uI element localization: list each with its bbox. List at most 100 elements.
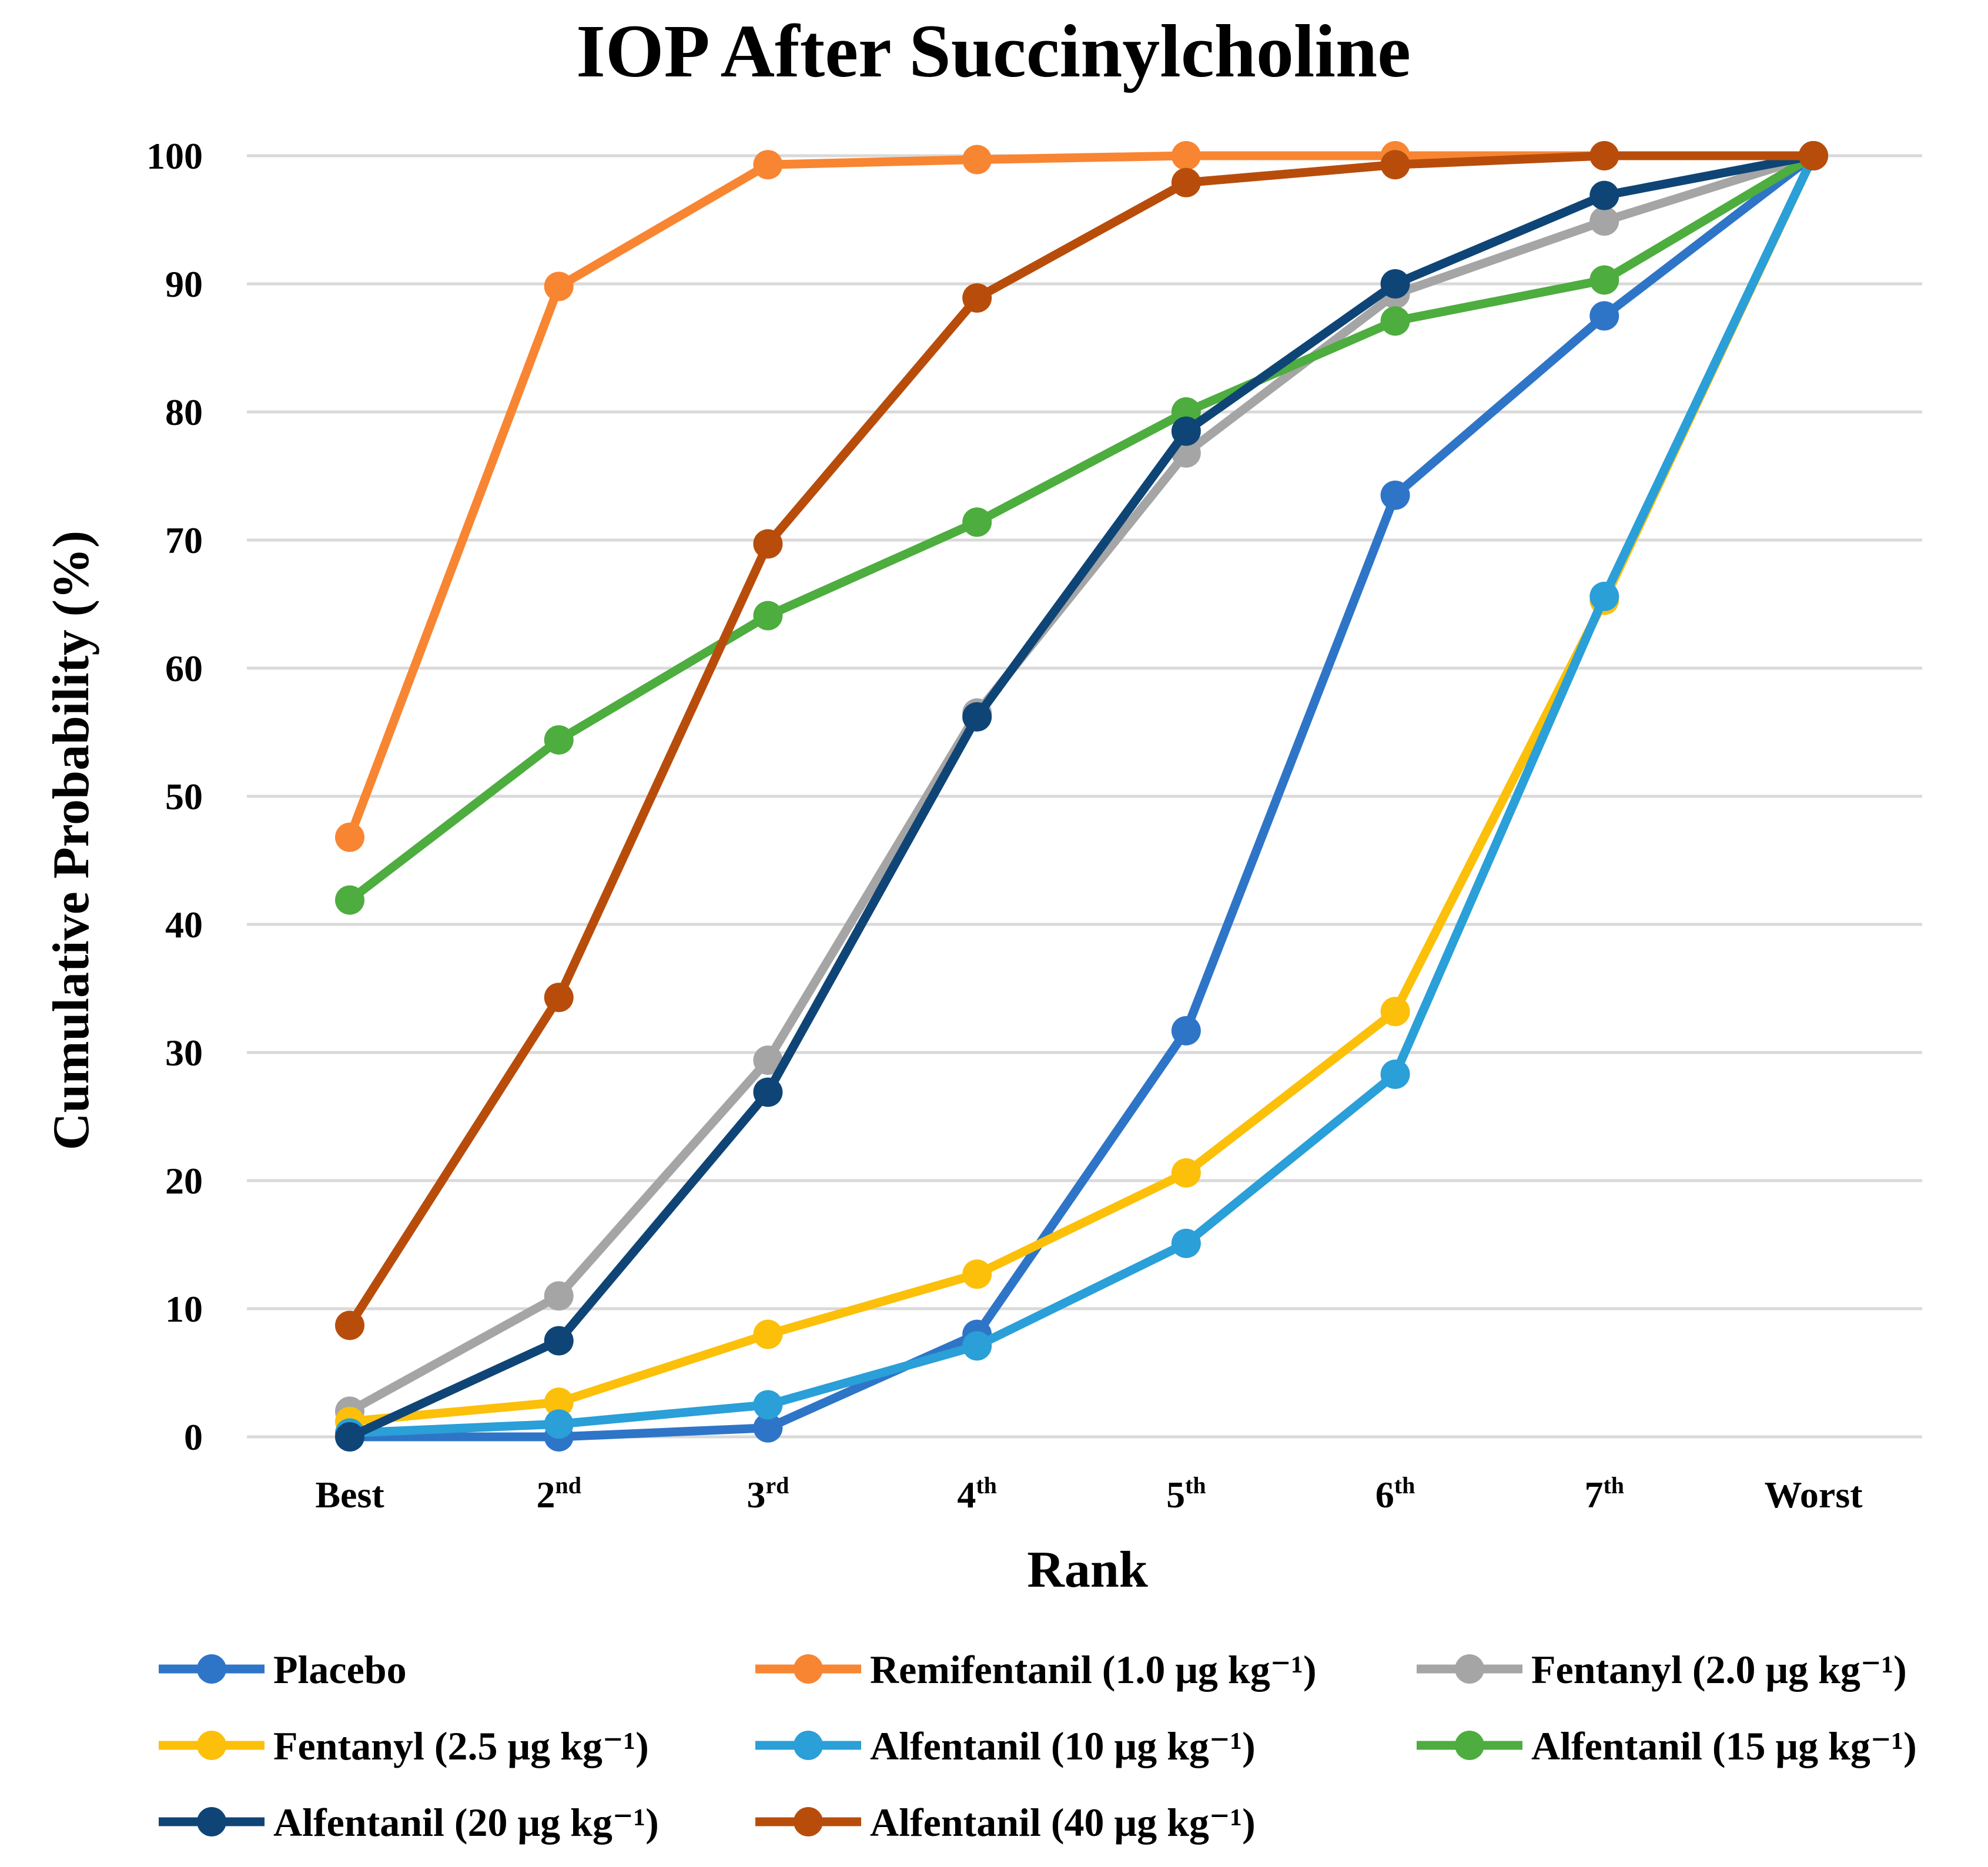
series-line xyxy=(345,151,1818,1442)
x-tick-superscript: th xyxy=(1603,1472,1624,1499)
y-tick-label: 40 xyxy=(165,904,203,946)
series-line xyxy=(345,151,1818,1442)
legend-label: Remifentanil (1.0 μg kg⁻¹) xyxy=(870,1647,1317,1692)
x-tick-main: 3 xyxy=(747,1474,765,1516)
data-point xyxy=(1380,269,1410,299)
data-point xyxy=(753,1413,783,1443)
data-point xyxy=(1589,141,1619,170)
data-point xyxy=(753,529,783,559)
x-tick-label: 4th xyxy=(957,1472,997,1516)
legend-label: Placebo xyxy=(273,1647,407,1692)
data-point xyxy=(544,1281,574,1311)
y-tick-label: 0 xyxy=(184,1416,203,1458)
y-tick-label: 10 xyxy=(165,1288,203,1330)
data-point xyxy=(1799,141,1828,170)
y-axis-ticks: 0 10 20 30 40 50 60 70 80 90 100 xyxy=(146,135,203,1458)
data-point xyxy=(544,1326,574,1356)
legend: Placebo Remifentanil (1.0 μg kg⁻¹) Fentany… xyxy=(159,1647,1917,1845)
data-point xyxy=(753,150,783,180)
data-point xyxy=(753,1390,783,1420)
legend-item: Placebo xyxy=(159,1647,407,1692)
legend-item: Alfentanil (15 μg kg⁻¹) xyxy=(1417,1724,1917,1768)
legend-swatch-marker xyxy=(794,1807,823,1836)
x-tick-main: 5 xyxy=(1166,1474,1185,1516)
x-tick-label: 7th xyxy=(1584,1472,1624,1516)
data-point xyxy=(1380,997,1410,1027)
y-tick-label: 60 xyxy=(165,648,203,689)
x-tick-superscript: th xyxy=(976,1472,997,1499)
x-tick-label: 6th xyxy=(1375,1472,1415,1516)
data-point xyxy=(1171,1228,1201,1258)
legend-item: Fentanyl (2.0 μg kg⁻¹) xyxy=(1417,1647,1907,1692)
legend-item: Alfentanil (10 μg kg⁻¹) xyxy=(755,1724,1256,1768)
x-tick-main: 7 xyxy=(1584,1474,1603,1516)
x-tick-superscript: nd xyxy=(555,1472,581,1499)
x-tick-superscript: th xyxy=(1185,1472,1206,1499)
data-point xyxy=(1380,480,1410,510)
series-7 xyxy=(335,141,1828,1340)
x-tick-label: 2nd xyxy=(536,1472,581,1516)
x-tick-label: Best xyxy=(315,1474,384,1516)
data-point xyxy=(962,1259,992,1289)
data-point xyxy=(753,1077,783,1107)
data-point xyxy=(544,1387,574,1417)
x-axis-ticks: Best 2nd 3rd 4th 5th 6th 7th Worst xyxy=(315,1472,1863,1516)
data-point xyxy=(753,1319,783,1349)
series-line xyxy=(345,151,1818,905)
gridlines xyxy=(247,154,1922,1439)
legend-swatch-marker xyxy=(794,1654,823,1684)
legend-swatch-marker xyxy=(1455,1731,1484,1760)
legend-label: Alfentanil (40 μg kg⁻¹) xyxy=(870,1800,1256,1845)
series-6 xyxy=(335,141,1828,1452)
data-point xyxy=(1380,1060,1410,1090)
data-point xyxy=(962,507,992,537)
data-point xyxy=(962,702,992,732)
x-tick-superscript: rd xyxy=(765,1472,789,1499)
series-3 xyxy=(335,141,1828,1436)
data-point xyxy=(1380,150,1410,180)
legend-swatch-marker xyxy=(1455,1654,1484,1684)
chart-title: IOP After Succinylcholine xyxy=(576,9,1411,93)
y-tick-label: 30 xyxy=(165,1032,203,1074)
series-5 xyxy=(335,141,1828,915)
data-point xyxy=(335,822,364,852)
y-tick-label: 20 xyxy=(165,1160,203,1202)
legend-swatch-marker xyxy=(197,1654,226,1684)
legend-swatch-marker xyxy=(197,1731,226,1760)
y-tick-label: 100 xyxy=(146,135,203,177)
legend-item: Fentanyl (2.5 μg kg⁻¹) xyxy=(159,1724,649,1768)
data-point xyxy=(1589,581,1619,611)
data-point xyxy=(1589,180,1619,210)
series-layer xyxy=(335,141,1828,1452)
data-point xyxy=(753,1045,783,1075)
legend-item: Remifentanil (1.0 μg kg⁻¹) xyxy=(755,1647,1317,1692)
x-tick-superscript: th xyxy=(1394,1472,1415,1499)
legend-swatch-marker xyxy=(794,1731,823,1760)
y-tick-label: 70 xyxy=(165,519,203,561)
series-line xyxy=(345,151,1818,1437)
legend-item: Alfentanil (20 μg kg⁻¹) xyxy=(159,1800,659,1845)
data-point xyxy=(1171,141,1201,170)
data-point xyxy=(544,983,574,1013)
x-tick-main: 4 xyxy=(957,1474,976,1516)
y-axis-title: Cumulative Probability (%) xyxy=(43,531,100,1150)
data-point xyxy=(962,1331,992,1361)
y-tick-label: 90 xyxy=(165,263,203,305)
y-tick-label: 50 xyxy=(165,776,203,817)
data-point xyxy=(1589,265,1619,295)
data-point xyxy=(1589,301,1619,331)
y-tick-label: 80 xyxy=(165,391,203,433)
data-point xyxy=(1171,1015,1201,1045)
data-point xyxy=(962,283,992,313)
data-point xyxy=(1380,306,1410,336)
data-point xyxy=(753,601,783,631)
data-point xyxy=(1171,1158,1201,1188)
legend-swatch-marker xyxy=(197,1807,226,1836)
data-point xyxy=(544,725,574,755)
series-2 xyxy=(335,141,1828,1426)
x-tick-main: Worst xyxy=(1764,1474,1863,1516)
series-line xyxy=(345,151,1818,1426)
legend-item: Alfentanil (40 μg kg⁻¹) xyxy=(755,1800,1256,1845)
data-point xyxy=(335,1422,364,1452)
series-line xyxy=(345,151,1818,1416)
